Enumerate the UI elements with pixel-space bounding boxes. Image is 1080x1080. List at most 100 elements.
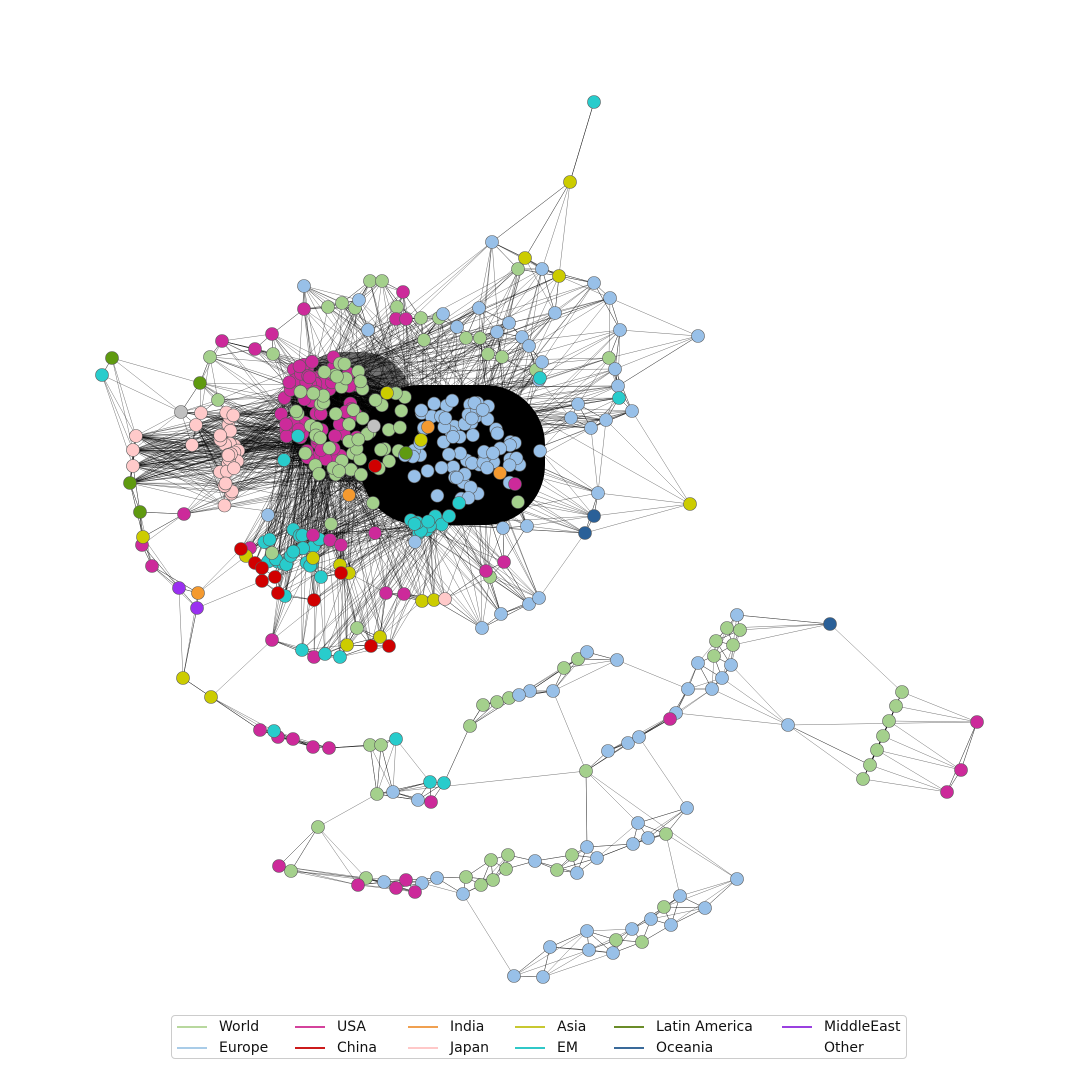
graph-edge — [379, 592, 387, 638]
graph-edge — [444, 570, 487, 600]
graph-edge — [869, 764, 948, 793]
graph-edge — [313, 532, 420, 601]
graph-edge — [542, 952, 614, 978]
graph-edge — [521, 312, 556, 338]
graph-edge — [132, 449, 225, 487]
graph-edge — [451, 410, 633, 433]
graph-edge — [441, 524, 483, 629]
graph-edge — [402, 291, 450, 517]
graph-edge — [663, 878, 738, 908]
graph-edge — [586, 843, 634, 848]
graph-edge — [317, 793, 378, 828]
graph-edge — [596, 822, 639, 859]
graph-edge — [317, 826, 359, 886]
graph-edge — [486, 467, 540, 599]
graph-edge — [597, 492, 691, 505]
graph-edge — [477, 493, 504, 529]
graph-edge — [132, 444, 193, 451]
graph-edge — [132, 449, 226, 484]
graph-edge — [501, 356, 540, 381]
graph-edge — [420, 530, 502, 615]
graph-edge — [901, 691, 978, 723]
graph-edge — [129, 412, 227, 484]
graph-edge — [132, 439, 221, 451]
graph-edge — [132, 465, 226, 484]
graph-edge — [132, 462, 229, 467]
graph-edge — [491, 181, 571, 243]
graph-edge — [542, 949, 590, 978]
graph-edge — [421, 882, 464, 895]
graph-edge — [524, 181, 571, 259]
graph-edge — [441, 524, 586, 534]
graph-edge — [217, 369, 294, 401]
graph-edge — [129, 471, 228, 484]
graph-edge — [183, 467, 488, 515]
graph-edge — [333, 297, 611, 368]
graph-edge — [271, 592, 279, 641]
graph-edge — [111, 357, 182, 413]
graph-edge — [637, 807, 688, 824]
graph-edge — [142, 536, 180, 589]
graph-edge — [311, 307, 356, 362]
graph-edge — [183, 485, 225, 515]
graph-edge — [526, 515, 595, 527]
graph-edge — [141, 544, 180, 589]
graph-edge — [240, 470, 340, 550]
graph-edge — [503, 561, 530, 605]
graph-edge — [542, 930, 588, 978]
graph-edge — [197, 555, 247, 594]
graph-edge — [597, 419, 607, 494]
graph-edge — [549, 946, 614, 954]
graph-edge — [414, 476, 446, 600]
graph-edge — [586, 928, 633, 932]
graph-edge — [517, 501, 595, 517]
graph-edge — [261, 524, 442, 582]
graph-edge — [135, 435, 230, 460]
graph-edge — [135, 435, 221, 473]
graph-edge — [182, 607, 198, 679]
graph-edge — [485, 527, 504, 572]
graph-edge — [616, 659, 689, 690]
graph-edge — [895, 705, 978, 723]
graph-edge — [224, 467, 442, 506]
graph-edge — [348, 572, 387, 594]
graph-edge — [619, 329, 699, 337]
graph-edge — [679, 878, 738, 897]
graph-edge — [376, 738, 397, 795]
graph-edge — [132, 415, 234, 451]
graph-edge — [132, 449, 235, 453]
graph-edge — [313, 461, 390, 658]
graph-edge — [132, 444, 193, 467]
graph-edge — [556, 857, 598, 871]
graph-edge — [129, 435, 221, 484]
graph-edge — [210, 639, 273, 698]
graph-edge — [132, 411, 182, 451]
graph-edge — [132, 449, 229, 456]
graph-edge — [358, 371, 387, 594]
graph-edge — [234, 397, 285, 453]
graph-edge — [446, 257, 526, 406]
graph-edge — [317, 826, 367, 879]
graph-edge — [474, 385, 619, 404]
graph-edge — [139, 511, 185, 515]
graph-edge — [271, 333, 300, 367]
graph-edge — [329, 385, 619, 390]
graph-edge — [585, 770, 639, 824]
graph-edge — [135, 435, 228, 472]
graph-edge — [132, 444, 226, 467]
graph-edge — [433, 519, 438, 601]
graph-edge — [508, 312, 556, 324]
graph-edge — [135, 435, 221, 437]
graph-edge — [732, 623, 831, 646]
graph-edge — [151, 565, 199, 594]
graph-edge — [502, 483, 516, 529]
graph-edge — [584, 503, 691, 534]
graph-edge — [289, 382, 595, 517]
graph-edge — [339, 645, 390, 658]
graph-edge — [369, 744, 378, 795]
graph-edge — [132, 465, 225, 506]
graph-edge — [528, 312, 556, 347]
graph-edge — [225, 483, 430, 527]
graph-edge — [183, 505, 225, 515]
graph-edge — [129, 482, 233, 492]
